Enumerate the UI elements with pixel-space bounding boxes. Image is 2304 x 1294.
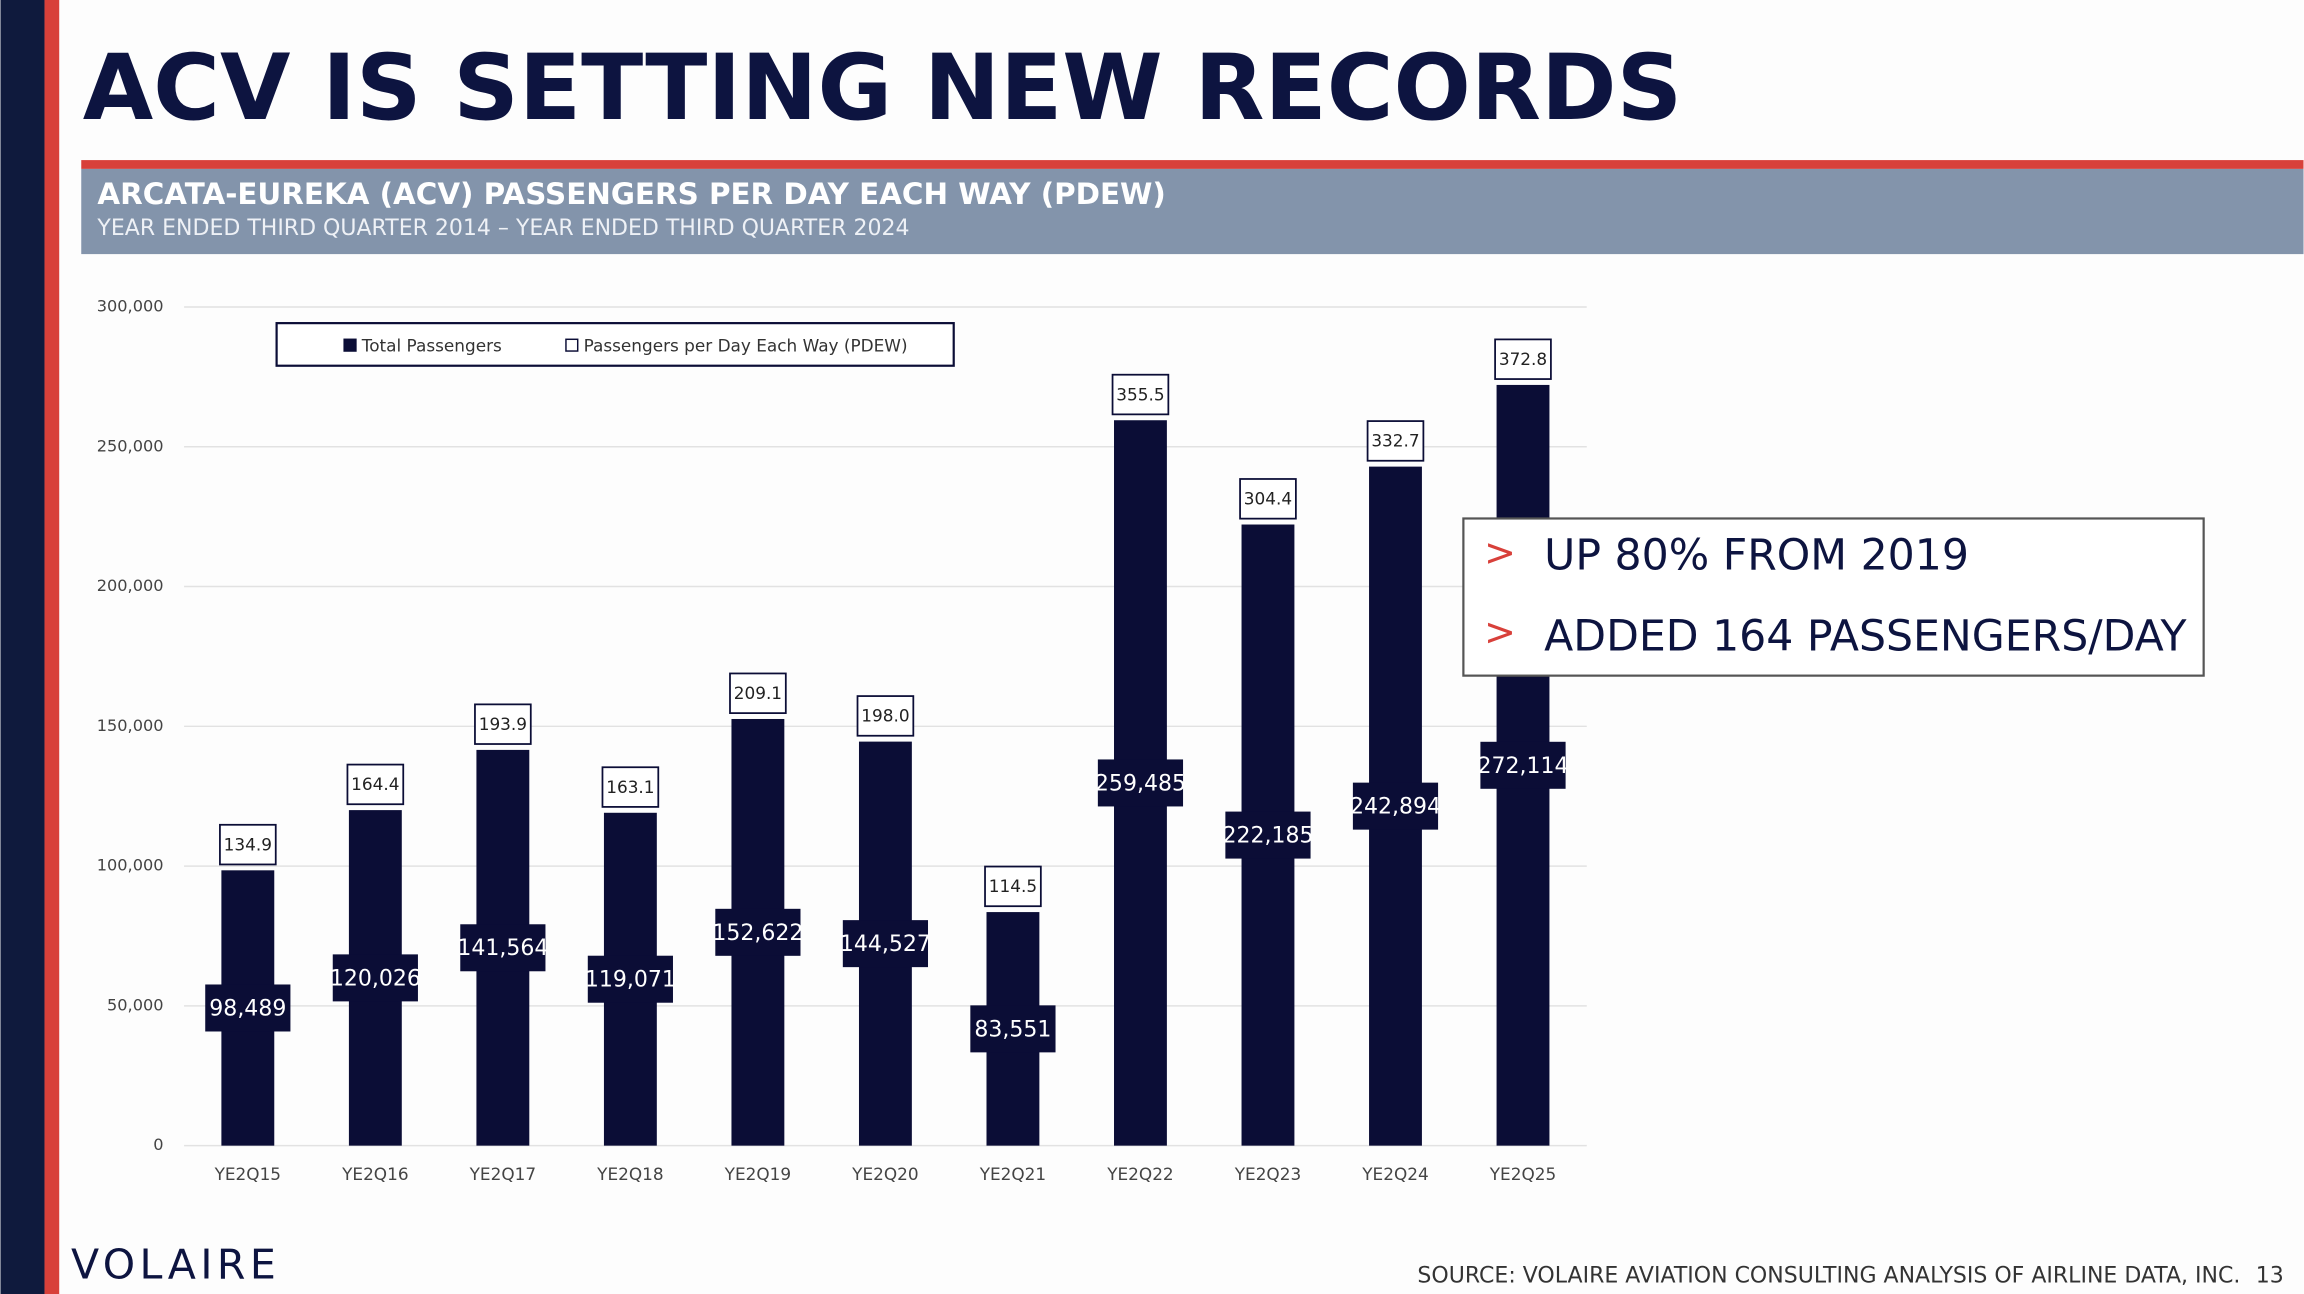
value-label-box (332, 954, 418, 1002)
bullet: > (1484, 611, 1516, 655)
x-tick-label: YE2Q25 (1489, 1164, 1556, 1184)
y-tick-label: 150,000 (97, 716, 164, 735)
value-label: 242,894 (1350, 795, 1441, 820)
y-tick-label: 200,000 (97, 576, 164, 595)
pdew-label: 163.1 (606, 777, 654, 797)
pdew-box (1494, 338, 1552, 380)
title-rule (81, 160, 2304, 169)
value-label-box (970, 1005, 1056, 1053)
pdew-label: 332.7 (1371, 431, 1419, 451)
pdew-box (601, 766, 660, 808)
value-label-box (1352, 782, 1439, 830)
source: SOURCE: VOLAIRE AVIATION CONSULTING ANAL… (1417, 1263, 2240, 1288)
x-tick-label: YE2Q20 (851, 1164, 918, 1184)
chart-subtitle: YEAR ENDED THIRD QUARTER 2014 – YEAR END… (96, 216, 909, 241)
pdew-label: 164.4 (351, 774, 399, 794)
x-tick-label: YE2Q23 (1234, 1164, 1301, 1184)
y-tick-label: 100,000 (97, 856, 164, 875)
chart-title: ARCATA-EUREKA (ACV) PASSENGERS PER DAY E… (97, 177, 1165, 211)
x-tick-label: YE2Q15 (214, 1164, 281, 1184)
pdew-box (1366, 420, 1425, 462)
value-label: 222,185 (1222, 824, 1313, 849)
plot: 0 50,000 100,000 150,000 200,000 250,000 300,0… (97, 296, 1587, 1184)
value-label: 152,622 (712, 921, 803, 946)
x-tick-label: YE2Q24 (1361, 1164, 1428, 1184)
legend-swatch (565, 338, 579, 352)
x-tick-label: YE2Q18 (596, 1164, 663, 1184)
legend-label: Passengers per Day Each Way (PDEW) (584, 336, 908, 356)
pdew-box (1111, 373, 1170, 416)
value-label-box (842, 920, 929, 968)
pdew-label: 372.8 (1499, 349, 1547, 369)
page-number: 13 (2256, 1263, 2284, 1288)
value-label-box (587, 955, 673, 1003)
value-label: 259,485 (1095, 771, 1186, 796)
pdew-label: 209.1 (734, 683, 782, 703)
pdew-box (219, 823, 277, 866)
value-label: 144,527 (840, 932, 931, 957)
callout: UP 80% FROM 2019 (1544, 531, 1969, 581)
value-label: 272,114 (1477, 754, 1568, 779)
pdew-box (346, 763, 405, 806)
value-label-box (715, 908, 801, 956)
value-label: 141,564 (457, 936, 548, 961)
y-tick-label: 50,000 (107, 995, 163, 1014)
pdew-box (474, 703, 532, 745)
header-band (81, 168, 2304, 255)
pdew-label: 193.9 (479, 714, 527, 734)
x-tick-label: YE2Q17 (469, 1164, 536, 1184)
pdew-label: 304.4 (1244, 489, 1292, 509)
pdew-label: 134.9 (224, 834, 272, 854)
value-label-box (1480, 741, 1566, 789)
legend-swatch (343, 338, 357, 352)
y-tick-label: 250,000 (97, 436, 164, 455)
bullet: > (1484, 532, 1516, 576)
value-label-box (1225, 811, 1311, 859)
x-tick-label: YE2Q21 (979, 1164, 1046, 1184)
logo: VOLAIRE (71, 1241, 280, 1289)
value-label-box (205, 984, 291, 1032)
value-label: 120,026 (330, 966, 421, 991)
x-tick-label: YE2Q19 (724, 1164, 791, 1184)
pdew-box (729, 672, 787, 714)
slide-title: ACV IS SETTING NEW RECORDS (83, 35, 1682, 141)
callout: ADDED 164 PASSENGERS/DAY (1544, 611, 2187, 661)
pdew-label: 355.5 (1116, 384, 1164, 404)
left-band (0, 0, 45, 1294)
pdew-box (984, 865, 1042, 908)
value-label: 83,551 (974, 1017, 1051, 1042)
x-tick-label: YE2Q22 (1106, 1164, 1173, 1184)
left-stripe (44, 0, 60, 1294)
value-label: 119,071 (585, 968, 676, 993)
pdew-box (1239, 478, 1297, 520)
value-label-box (1097, 759, 1184, 807)
value-label-box (460, 924, 546, 972)
pdew-label: 114.5 (989, 876, 1037, 896)
callout-box (1462, 517, 2205, 677)
pdew-label: 198.0 (861, 706, 909, 726)
y-tick-label: 0 (153, 1135, 163, 1154)
pdew-box (856, 695, 915, 737)
y-tick-label: 300,000 (97, 296, 164, 315)
legend (275, 322, 955, 367)
legend-label: Total Passengers (361, 336, 502, 356)
value-label: 98,489 (209, 996, 286, 1021)
x-tick-label: YE2Q16 (341, 1164, 408, 1184)
